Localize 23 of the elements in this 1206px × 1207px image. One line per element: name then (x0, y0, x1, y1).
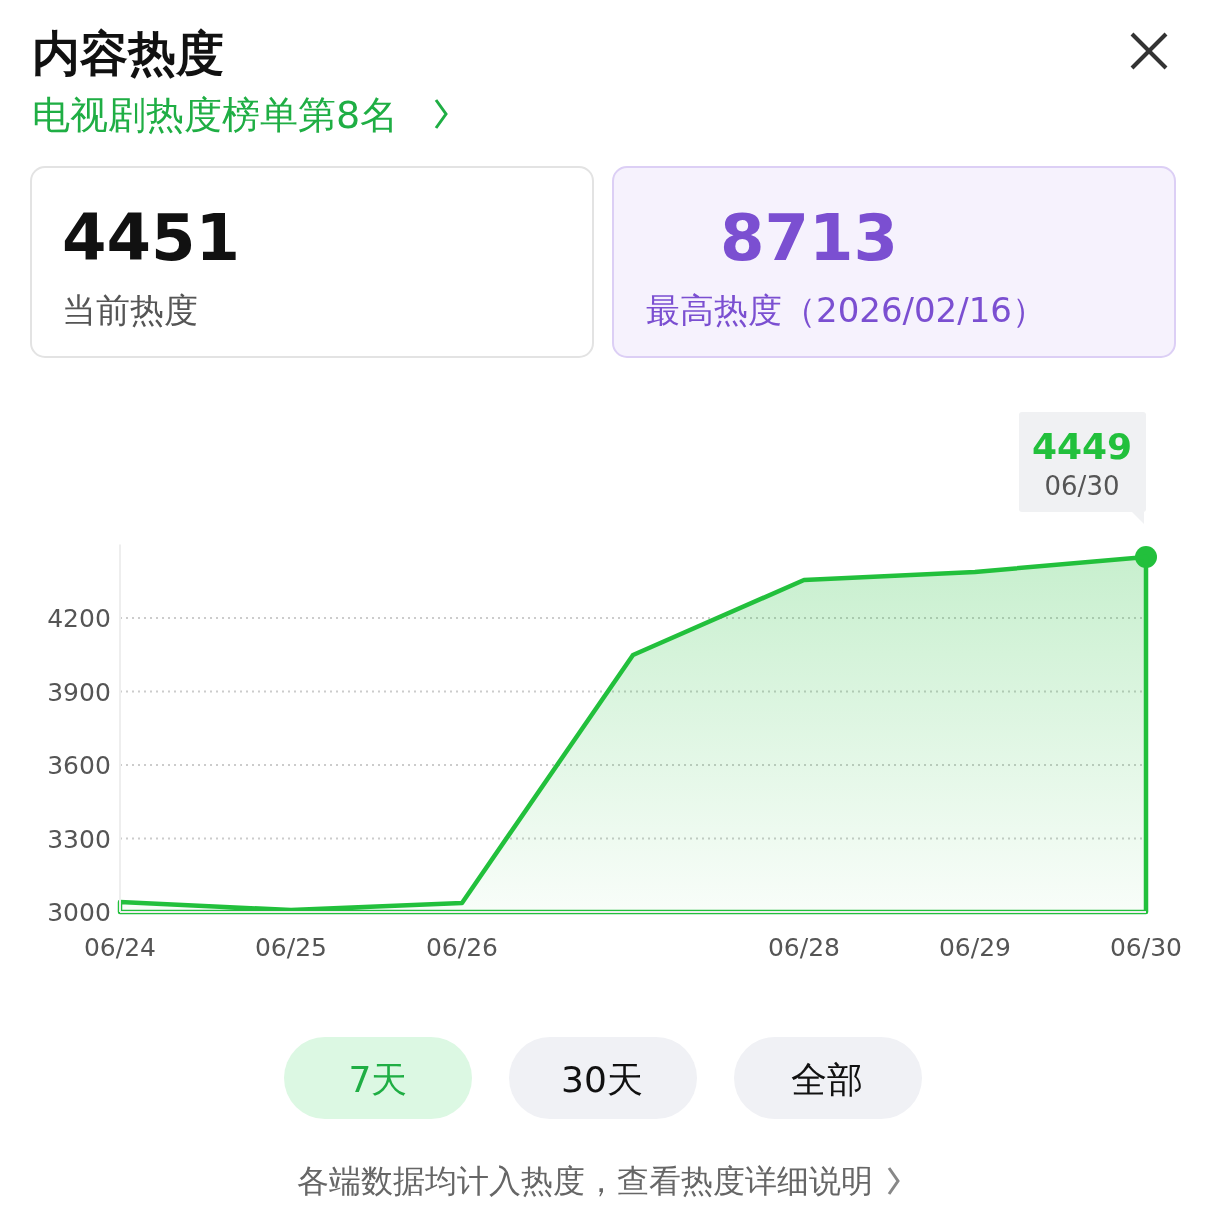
text: 7天 (348, 1059, 408, 1100)
y-tick-label: 3000 (47, 898, 111, 927)
y-tick-label: 3600 (47, 751, 111, 780)
text: 30天 (561, 1059, 643, 1100)
y-tick-label: 3900 (47, 677, 111, 707)
text: 8713 (720, 201, 899, 275)
text: 最高热度（2026/02/16） (646, 290, 1046, 330)
x-tick-label: 06/28 (767, 933, 841, 962)
text: 各端数据均计入热度，查看热度详细说明 (297, 1162, 873, 1200)
text: 4449 (1031, 425, 1133, 467)
x-tick-label: 06/25 (254, 933, 328, 962)
text: 当前热度 (62, 290, 198, 330)
text: 全部 (791, 1059, 863, 1100)
x-tick-label: 06/26 (425, 933, 499, 962)
text: 4451 (62, 201, 241, 275)
chart-title: 内容热度 (32, 25, 224, 81)
x-tick-label: 06/29 (938, 933, 1012, 962)
y-tick-label: 3300 (47, 824, 111, 854)
text: 06/30 (1044, 470, 1120, 501)
chart-subtitle: 电视剧热度榜单第8名 (32, 93, 399, 137)
x-tick-label: 06/30 (1109, 933, 1183, 962)
x-tick-label: 06/24 (83, 933, 157, 962)
y-tick-label: 4200 (47, 604, 111, 633)
